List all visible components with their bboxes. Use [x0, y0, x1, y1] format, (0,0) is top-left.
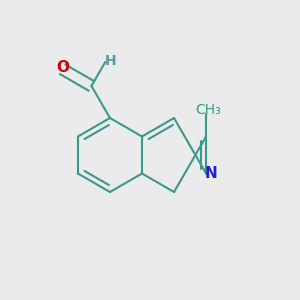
Text: N: N [205, 166, 218, 181]
Text: CH₃: CH₃ [195, 103, 221, 117]
Text: H: H [104, 54, 116, 68]
Text: O: O [56, 60, 69, 75]
